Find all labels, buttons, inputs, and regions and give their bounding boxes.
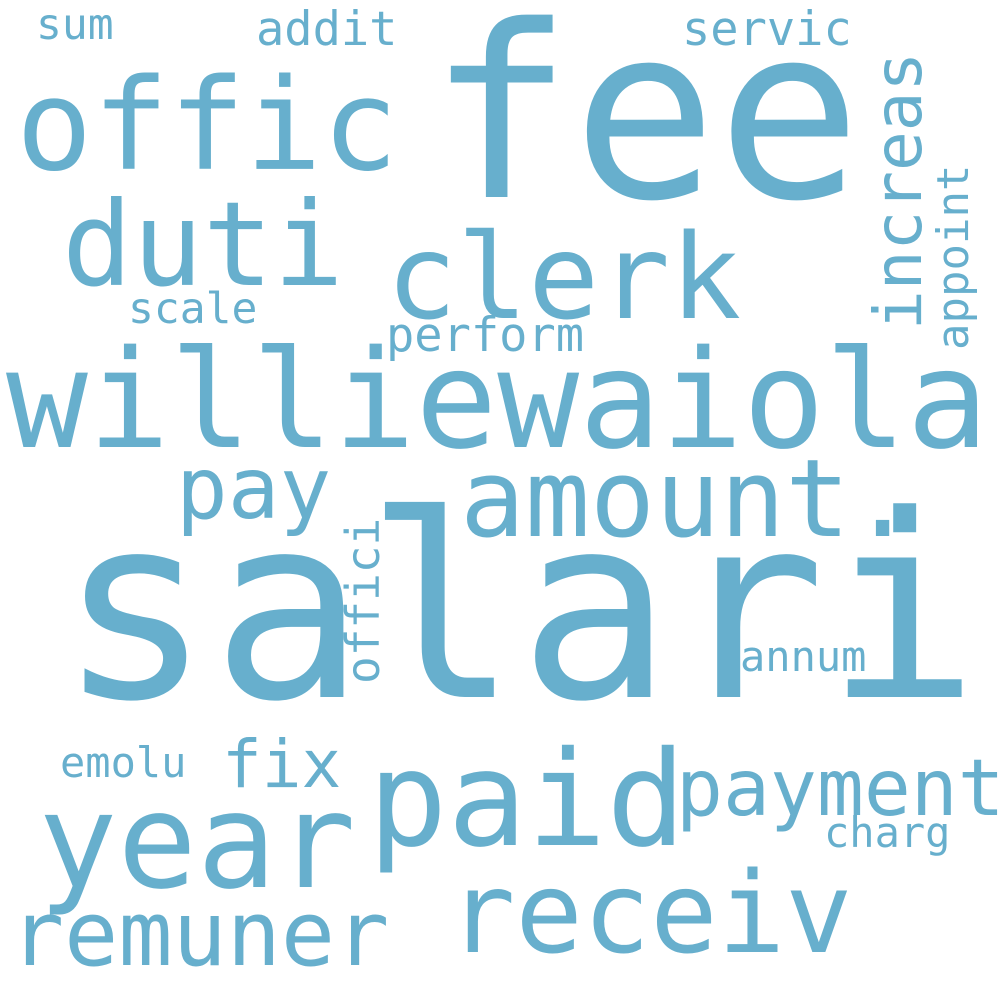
word-sum: sum [36,0,114,50]
word-payment: payment [676,744,1000,834]
word-annum: annum [740,632,867,681]
word-offic: offic [16,51,399,199]
word-year: year [38,765,356,919]
word-emolu: emolu [60,738,187,787]
word-pay: pay [176,439,332,539]
word-appoint: appoint [928,164,979,350]
word-salari: salari [58,461,980,758]
word-duti: duti [62,176,344,313]
word-perform: perform [386,308,585,363]
word-fix: fix [222,726,342,803]
word-remuner: remuner [10,882,390,987]
word-clerk: clerk [386,208,742,346]
word-paid: paid [368,723,686,877]
word-scale: scale [128,284,258,334]
word-addit: addit [256,2,398,57]
word-amount: amount. [460,437,916,562]
word-increas: increas [860,51,937,330]
word-servic: servic [682,2,852,57]
word-receiv: receiv [448,849,853,979]
word-williewaiola: williewaiola [6,322,989,480]
word-fee: fee [428,0,862,254]
word-offici: offici [336,517,390,684]
word-charg: charg [824,808,951,857]
